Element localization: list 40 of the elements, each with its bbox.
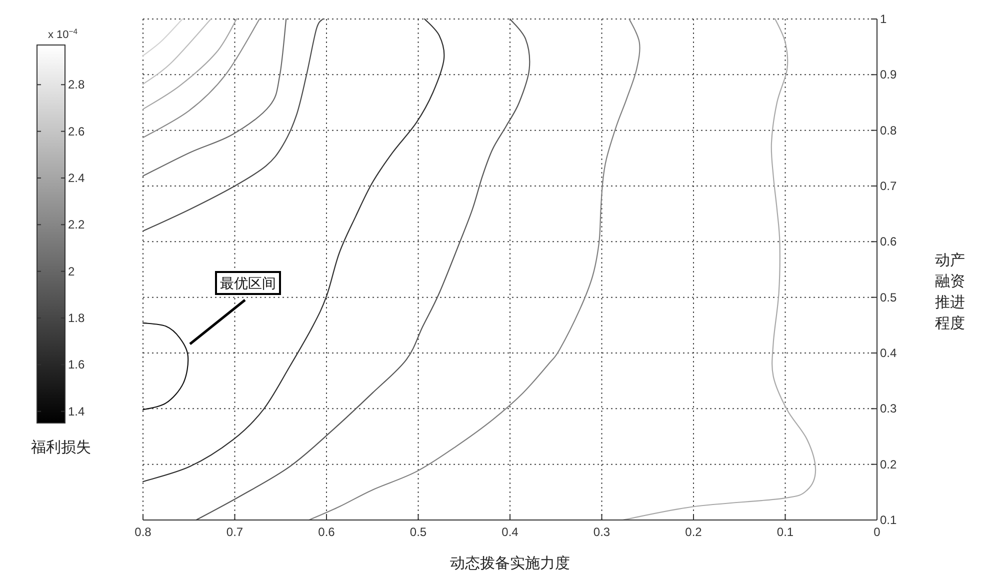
line-series <box>142 18 287 177</box>
x-tick-label: 0.5 <box>410 525 427 539</box>
x-tick-label: 0.6 <box>318 525 336 539</box>
color-bar-label: 1.4 <box>68 404 86 418</box>
y-tick-label: 0.9 <box>880 68 898 82</box>
y-tick-label: 0.2 <box>880 457 898 472</box>
text: x 10$^{−4}$ <box>48 26 78 41</box>
color-bar-label: 2.2 <box>68 218 86 232</box>
annotation: 最优区间 <box>220 275 276 291</box>
color-bar-label: 1.6 <box>68 358 86 372</box>
color-bar-label: 2.8 <box>68 78 86 92</box>
y-axis-title: 动产融资推进程度 <box>935 252 965 332</box>
x-tick-label: 0.2 <box>685 525 702 539</box>
line-series <box>142 18 260 138</box>
color-bar-title: 福利损失 <box>31 439 91 456</box>
line-series <box>308 18 640 521</box>
y-tick-label: 0.6 <box>880 234 898 249</box>
line-series <box>196 18 530 521</box>
color-bar-label: 2.6 <box>68 124 86 138</box>
color-bar-label: 2 <box>68 264 75 278</box>
x-tick-label: 0.8 <box>134 525 152 539</box>
y-tick-label: 1 <box>880 12 887 26</box>
line-series <box>142 18 238 110</box>
y-tick-label: 0.7 <box>880 179 898 193</box>
x-tick-label: 0.3 <box>593 525 610 539</box>
x-axis-title: 动态拨备实施力度 <box>450 555 570 572</box>
x-tick-label: 0.1 <box>776 525 794 539</box>
y-tick-label: 0.5 <box>880 290 898 304</box>
line-series <box>622 18 816 521</box>
line-series <box>142 322 189 410</box>
y-tick-label: 0.8 <box>880 123 898 138</box>
x-tick-label: 0.4 <box>502 525 519 539</box>
line-series <box>142 18 445 482</box>
x-tick-label: 0.7 <box>226 525 244 539</box>
y-tick-label: 0.3 <box>880 402 898 416</box>
y-tick-label: 0.4 <box>880 346 898 360</box>
x-tick-label: 0 <box>874 525 881 539</box>
y-tick-label: 0.1 <box>880 513 898 527</box>
color-bar-label: 2.4 <box>68 171 86 185</box>
color-bar-label: 1.8 <box>68 311 86 325</box>
